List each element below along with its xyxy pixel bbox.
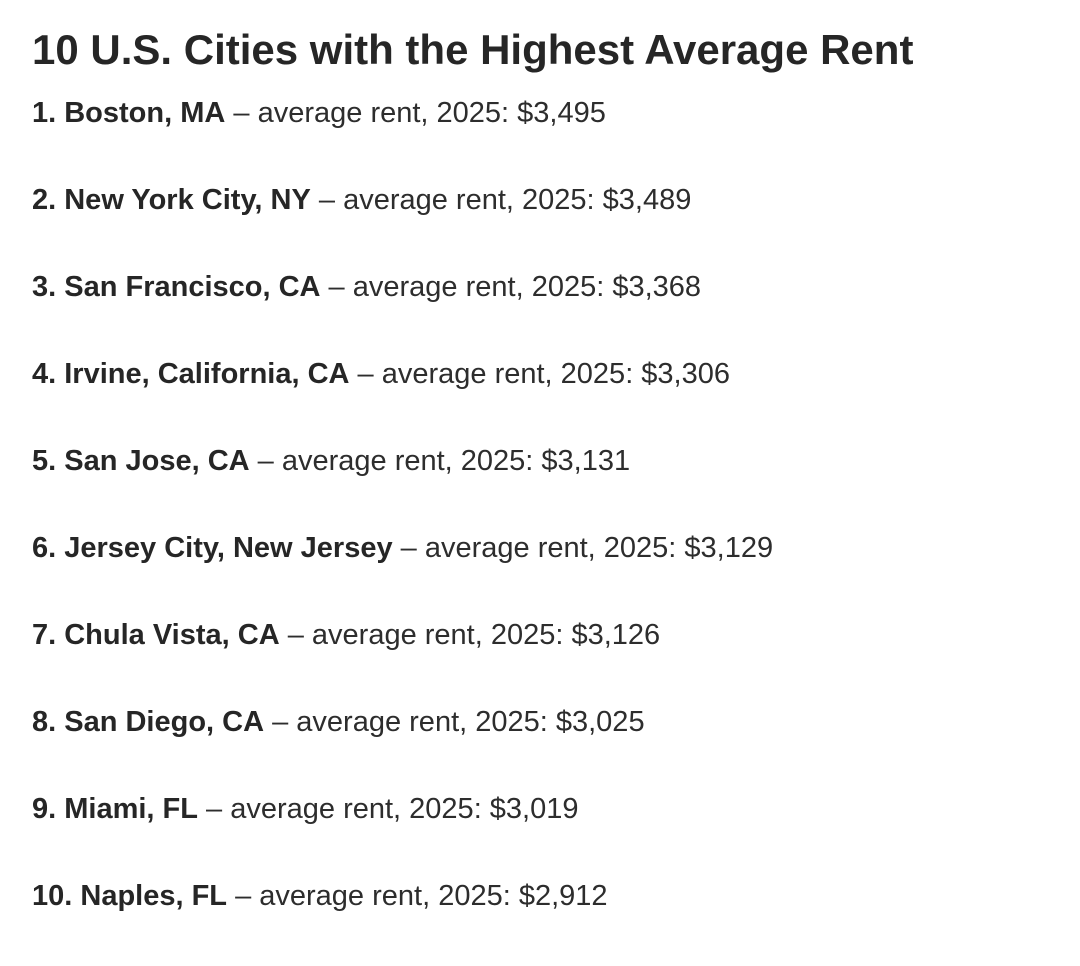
- separator: –: [249, 445, 282, 477]
- separator: –: [227, 880, 260, 912]
- list-item: 5. San Jose, CA – average rent, 2025: $3…: [32, 444, 773, 531]
- city-name: 9. Miami, FL: [32, 793, 198, 825]
- rent-description: average rent, 2025: $3,306: [381, 358, 731, 390]
- separator: –: [225, 97, 258, 129]
- city-name: 7. Chula Vista, CA: [32, 619, 280, 651]
- list-item: 1. Boston, MA – average rent, 2025: $3,4…: [32, 96, 773, 183]
- separator: –: [310, 184, 344, 216]
- list-item: 7. Chula Vista, CA – average rent, 2025:…: [32, 618, 773, 705]
- list-item: 9. Miami, FL – average rent, 2025: $3,01…: [32, 792, 773, 879]
- rent-description: average rent, 2025: $3,025: [296, 706, 645, 738]
- page-title: 10 U.S. Cities with the Highest Average …: [32, 26, 914, 73]
- article: 10 U.S. Cities with the Highest Average …: [32, 0, 1072, 912]
- city-list: 1. Boston, MA – average rent, 2025: $3,4…: [32, 96, 773, 966]
- city-name: 10. Naples, FL: [32, 880, 228, 912]
- city-name: 1. Boston, MA: [32, 97, 226, 129]
- list-item: 2. New York City, NY – average rent, 202…: [32, 183, 773, 270]
- rent-description: average rent, 2025: $3,129: [424, 532, 774, 564]
- separator: –: [392, 532, 425, 564]
- separator: –: [349, 358, 382, 390]
- separator: –: [320, 271, 353, 303]
- list-item: 10. Naples, FL – average rent, 2025: $2,…: [32, 879, 773, 966]
- list-item: 3. San Francisco, CA – average rent, 202…: [32, 270, 773, 357]
- rent-description: average rent, 2025: $3,019: [230, 793, 579, 825]
- city-name: 5. San Jose, CA: [32, 445, 250, 477]
- city-name: 3. San Francisco, CA: [32, 271, 321, 303]
- rent-description: average rent, 2025: $2,912: [259, 880, 608, 912]
- city-name: 4. Irvine, California, CA: [32, 358, 350, 390]
- rent-description: average rent, 2025: $3,368: [352, 271, 702, 303]
- rent-description: average rent, 2025: $3,131: [281, 445, 631, 477]
- rent-description: average rent, 2025: $3,126: [311, 619, 661, 651]
- list-item: 8. San Diego, CA – average rent, 2025: $…: [32, 705, 773, 792]
- separator: –: [279, 619, 312, 651]
- city-name: 2. New York City, NY: [32, 184, 311, 216]
- rent-description: average rent, 2025: $3,489: [343, 184, 692, 216]
- city-name: 8. San Diego, CA: [32, 706, 265, 738]
- list-item: 4. Irvine, California, CA – average rent…: [32, 357, 773, 444]
- list-item: 6. Jersey City, New Jersey – average ren…: [32, 531, 773, 618]
- separator: –: [264, 706, 297, 738]
- city-name: 6. Jersey City, New Jersey: [32, 532, 393, 564]
- separator: –: [197, 793, 231, 825]
- rent-description: average rent, 2025: $3,495: [257, 97, 606, 129]
